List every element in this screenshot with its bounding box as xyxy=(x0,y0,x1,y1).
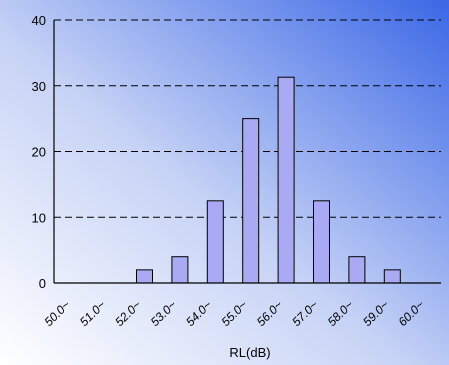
bar xyxy=(277,76,295,284)
axes xyxy=(53,20,441,284)
bar xyxy=(313,200,330,284)
y-tick-label: 20 xyxy=(32,145,46,160)
bar xyxy=(383,269,401,284)
y-tick-labels: 0 10 20 30 40 xyxy=(32,13,46,291)
y-tick-label: 10 xyxy=(32,210,46,225)
y-tick-label: 40 xyxy=(32,13,46,28)
bar xyxy=(348,256,366,284)
bar xyxy=(242,118,260,284)
y-tick-label: 0 xyxy=(39,276,46,291)
bar xyxy=(171,256,189,284)
x-axis-label: RL(dB) xyxy=(229,345,270,360)
y-tick-label: 30 xyxy=(32,79,46,94)
bar xyxy=(136,269,153,284)
bar xyxy=(206,200,224,284)
bars xyxy=(136,76,401,284)
